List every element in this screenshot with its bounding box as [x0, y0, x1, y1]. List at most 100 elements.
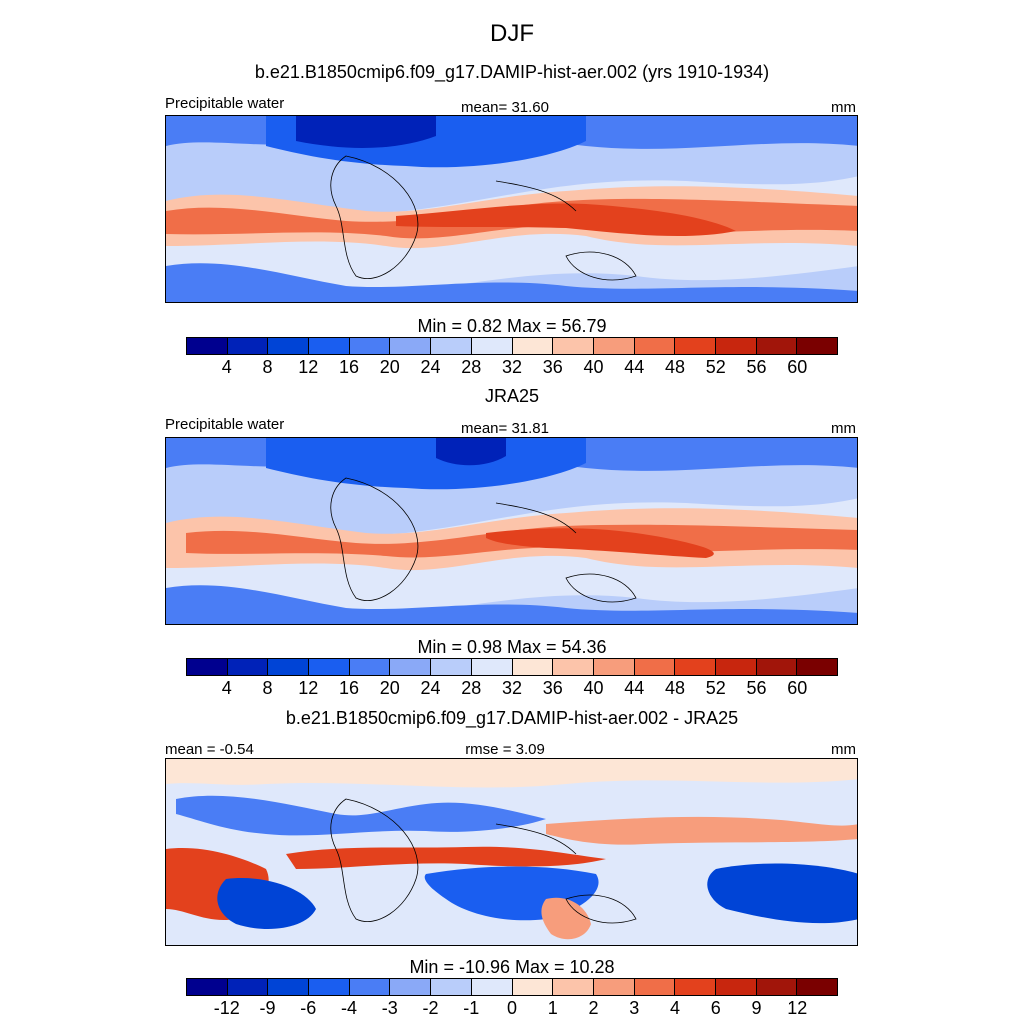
colorbar-tick-label: 56: [746, 678, 767, 698]
p3-north-light: [166, 759, 857, 788]
p3-aus-wet: [541, 897, 591, 940]
panel-2-colorbar-cell: [593, 659, 635, 675]
panel-3-colorbar-cell: [187, 979, 228, 995]
panel-1-map: [165, 115, 858, 303]
panel-2-colorbar-cell: [431, 659, 472, 675]
panel-1-colorbar-cell: [756, 338, 798, 354]
panel-2-colorbar-cell: [553, 659, 594, 675]
panel-2-stats: Min = 0.98 Max = 54.36: [417, 637, 607, 657]
p3-coast-asia: [495, 823, 637, 924]
panel-1-colorbar-cell: [349, 338, 391, 354]
panel-3-colorbar-cell: [390, 979, 432, 995]
panel-1-colorbar-cell: [268, 338, 310, 354]
colorbar-tick-label: -6: [300, 998, 317, 1018]
colorbar-tick-label: 2: [588, 998, 599, 1018]
panel-2-colorbar-cell: [634, 659, 676, 675]
panel-3-rmse-label: rmse = 3.09: [465, 741, 545, 758]
panel-2-colorbar-cell: [268, 659, 310, 675]
panel-3-colorbar-cell: [431, 979, 472, 995]
panel-1-colorbar-cell: [553, 338, 594, 354]
colorbar-tick-label: 20: [379, 678, 400, 698]
colorbar-tick-label: 32: [501, 357, 523, 377]
colorbar-tick-label: 20: [379, 357, 400, 377]
p3-satl-dry: [217, 878, 316, 929]
panel-2-colorbar-cell: [471, 659, 513, 675]
p2-tropics-core: [486, 528, 714, 558]
colorbar-tick-label: 28: [461, 357, 482, 377]
panel-2-colorbar-cell: [227, 659, 269, 675]
panel-1-colorbar-cell: [797, 338, 837, 354]
colorbar-tick-label: 44: [624, 357, 645, 377]
p1-coast-africa: [330, 155, 419, 279]
panel-3-colorbar-cell: [227, 979, 269, 995]
colorbar-tick-label: 16: [338, 678, 360, 698]
panel-2-variable-label: Precipitable water: [165, 416, 285, 433]
panel-3-units-label: mm: [831, 741, 856, 758]
panel-2-colorbar-cell: [675, 659, 716, 675]
colorbar-tick-label: 12: [787, 998, 808, 1018]
p1-coast-asia: [495, 180, 637, 281]
colorbar-tick-label: 16: [338, 357, 360, 377]
colorbar-tick-label: 36: [542, 678, 563, 698]
panel-2-map: [165, 437, 858, 625]
colorbar-tick-label: 6: [710, 998, 721, 1018]
panel-1-mean-label: mean= 31.60: [461, 99, 549, 116]
colorbar-tick-label: 8: [262, 357, 273, 377]
colorbar-tick-label: 60: [787, 357, 808, 377]
panel-3-colorbar-cell: [471, 979, 513, 995]
panel-1-colorbar-cell: [593, 338, 635, 354]
panel-3-colorbar-cell: [553, 979, 594, 995]
colorbar-tick-label: 8: [262, 678, 273, 698]
panel-1-colorbar-cell: [390, 338, 432, 354]
colorbar-tick-label: -9: [259, 998, 276, 1018]
panel-1-colorbar-cell: [634, 338, 676, 354]
panel-3-mean-label: mean = -0.54: [165, 741, 254, 758]
colorbar-tick-label: 0: [506, 998, 518, 1018]
panel-3-colorbar-cell: [593, 979, 635, 995]
colorbar-tick-label: 48: [664, 357, 686, 377]
panel-2-colorbar-cell: [390, 659, 432, 675]
colorbar-tick-label: 24: [420, 357, 441, 377]
colorbar-tick-label: 60: [787, 678, 808, 698]
colorbar-tick-label: 32: [501, 678, 523, 698]
colorbar-tick-label: 4: [669, 998, 681, 1018]
colorbar-tick-label: 4: [221, 678, 232, 698]
panel-2-colorbar: [186, 658, 838, 676]
panel-2-colorbar-cell: [187, 659, 228, 675]
panel-1-stats: Min = 0.82 Max = 56.79: [417, 316, 607, 336]
panel-3-colorbar-cell: [268, 979, 310, 995]
panel-3-colorbar-cell: [309, 979, 350, 995]
colorbar-tick-label: 40: [583, 678, 604, 698]
panel-1-units-label: mm: [831, 99, 856, 116]
colorbar-tick-label: 3: [629, 998, 640, 1018]
panel-3-colorbar: [186, 978, 838, 996]
colorbar-tick-label: 4: [221, 357, 232, 377]
panel-1-colorbar-ticks: 4 8 12 16 20 24 28 32 36 40 44 48 52 56 60: [186, 357, 838, 379]
panel-1-variable-label: Precipitable water: [165, 95, 285, 112]
p3-nh-wet: [546, 816, 857, 845]
panel-1-colorbar-cell: [675, 338, 716, 354]
colorbar-tick-label: 56: [746, 357, 767, 377]
panel-2-colorbar-cell: [715, 659, 757, 675]
colorbar-tick-label: -1: [463, 998, 480, 1018]
panel-3-colorbar-cell: [715, 979, 757, 995]
p2-coast-africa: [330, 477, 419, 601]
p2-north-core: [436, 438, 506, 466]
panel-3-title: b.e21.B1850cmip6.f09_g17.DAMIP-hist-aer.…: [285, 708, 739, 728]
colorbar-tick-label: 28: [461, 678, 482, 698]
p2-coast-asia: [495, 502, 637, 603]
panel-3-colorbar-cell: [797, 979, 837, 995]
p3-coast-africa: [330, 798, 419, 922]
panel-1-colorbar: [186, 337, 838, 355]
colorbar-tick-label: -12: [213, 998, 240, 1018]
colorbar-tick-label: -3: [381, 998, 398, 1018]
colorbar-tick-label: 1: [547, 998, 558, 1018]
panel-2-colorbar-cell: [756, 659, 798, 675]
panel-2-title: JRA25: [484, 386, 540, 406]
panel-2-colorbar-cell: [512, 659, 554, 675]
panel-3-stats: Min = -10.96 Max = 10.28: [409, 957, 615, 977]
panel-1-colorbar-cell: [187, 338, 228, 354]
p1-south-band: [166, 263, 857, 302]
p1-north-core: [296, 116, 436, 148]
panel-2-colorbar-cell: [797, 659, 837, 675]
